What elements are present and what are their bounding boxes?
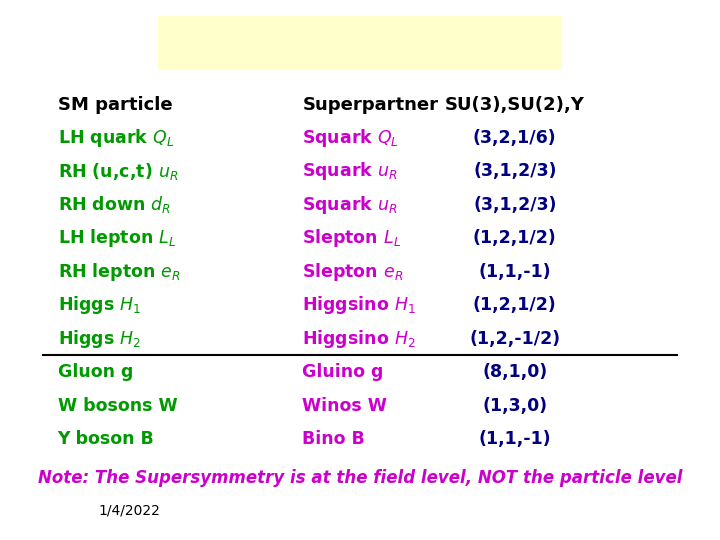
Text: Higgsino $H_{2}$: Higgsino $H_{2}$ [302, 328, 416, 349]
Text: (1,1,-1): (1,1,-1) [479, 262, 551, 281]
Text: Higgsino $H_{1}$: Higgsino $H_{1}$ [302, 294, 416, 316]
Text: 1/4/2022: 1/4/2022 [99, 503, 161, 517]
Text: (1,2,-1/2): (1,2,-1/2) [469, 329, 560, 348]
Text: RH down $\mathit{d}_{R}$: RH down $\mathit{d}_{R}$ [58, 194, 171, 215]
Text: (3,1,2/3): (3,1,2/3) [473, 162, 557, 180]
Text: (8,1,0): (8,1,0) [482, 363, 547, 381]
Text: Gluon g: Gluon g [58, 363, 133, 381]
Text: Squark $Q_{L}$: Squark $Q_{L}$ [302, 127, 400, 148]
Text: Winos W: Winos W [302, 396, 387, 415]
Text: (1,3,0): (1,3,0) [482, 396, 547, 415]
Text: Squark $\mathit{u}_{R}$: Squark $\mathit{u}_{R}$ [302, 160, 398, 182]
Text: Higgs $H_{2}$: Higgs $H_{2}$ [58, 328, 141, 349]
Text: (3,1,2/3): (3,1,2/3) [473, 195, 557, 214]
Text: (1,1,-1): (1,1,-1) [479, 430, 551, 448]
Text: Gluino g: Gluino g [302, 363, 384, 381]
Text: RH (u,c,t) $\mathit{u}_{R}$: RH (u,c,t) $\mathit{u}_{R}$ [58, 161, 178, 181]
Text: Superpartner: Superpartner [302, 96, 438, 114]
Text: RH lepton $e_{R}$: RH lepton $e_{R}$ [58, 261, 181, 282]
Text: (1,2,1/2): (1,2,1/2) [473, 229, 557, 247]
Text: The MSSM: The MSSM [251, 22, 469, 59]
Text: Slepton $\mathit{L}_{L}$: Slepton $\mathit{L}_{L}$ [302, 227, 402, 249]
Text: Slepton $e_{R}$: Slepton $e_{R}$ [302, 261, 404, 282]
Text: W bosons W: W bosons W [58, 396, 177, 415]
Text: Higgs $H_{1}$: Higgs $H_{1}$ [58, 294, 141, 316]
Text: (3,2,1/6): (3,2,1/6) [473, 129, 557, 147]
Text: Bino B: Bino B [302, 430, 365, 448]
Text: (1,2,1/2): (1,2,1/2) [473, 296, 557, 314]
Text: Y boson B: Y boson B [58, 430, 154, 448]
Text: LH lepton $\mathit{L}_{L}$: LH lepton $\mathit{L}_{L}$ [58, 227, 176, 249]
Text: Squark $\mathit{u}_{R}$: Squark $\mathit{u}_{R}$ [302, 194, 398, 215]
Text: LH quark $Q_{L}$: LH quark $Q_{L}$ [58, 127, 174, 148]
Text: Note: The Supersymmetry is at the field level, NOT the particle level: Note: The Supersymmetry is at the field … [37, 469, 683, 487]
Text: SM particle: SM particle [58, 96, 172, 114]
Text: SU(3),SU(2),Y: SU(3),SU(2),Y [445, 96, 585, 114]
